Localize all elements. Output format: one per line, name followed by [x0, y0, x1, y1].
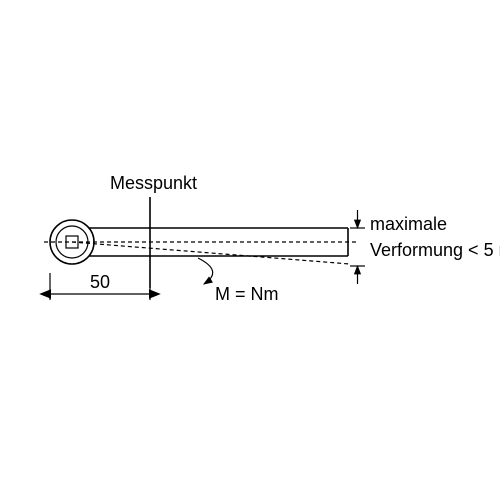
dim50-value: 50: [90, 272, 110, 292]
deflected-line: [72, 242, 350, 264]
moment-arc: [198, 258, 213, 284]
moment-label: M = Nm: [215, 284, 279, 304]
messpunkt-label: Messpunkt: [110, 173, 197, 193]
maximale-label: maximale: [370, 214, 447, 234]
verformung-label: Verformung < 5 mm: [370, 240, 500, 260]
